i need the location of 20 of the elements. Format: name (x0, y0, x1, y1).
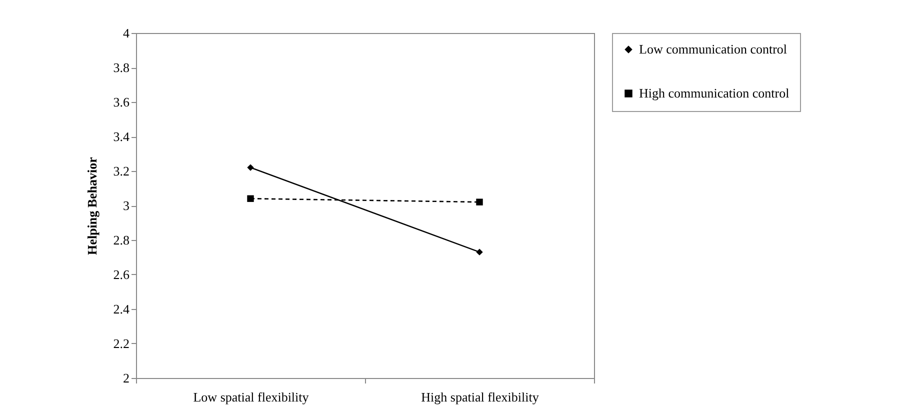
x-tick-label: Low spatial flexibility (193, 390, 310, 404)
y-tick-label: 2 (123, 370, 130, 386)
point (247, 195, 254, 202)
y-tick-label: 2.8 (113, 232, 130, 248)
y-tick-label: 3.4 (113, 129, 130, 144)
y-axis-title: Helping Behavior (84, 156, 100, 255)
y-tick-label: 2.4 (113, 302, 130, 316)
y-tick-label: 4 (123, 26, 130, 40)
y-tick-label: 3.2 (113, 164, 130, 178)
y-tick-label: 3 (123, 198, 130, 213)
legend-label: Low communication control (639, 42, 788, 56)
x-tick-label: High spatial flexibility (421, 390, 540, 404)
point (247, 164, 254, 171)
y-tick-label: 2.6 (113, 267, 130, 282)
y-tick-label: 2.2 (113, 336, 130, 351)
y-tick-label: 3.6 (113, 94, 130, 110)
y-tick-label: 3.8 (113, 60, 130, 75)
point (476, 198, 483, 206)
legend-label: High communication control (639, 86, 790, 100)
point (476, 248, 483, 256)
